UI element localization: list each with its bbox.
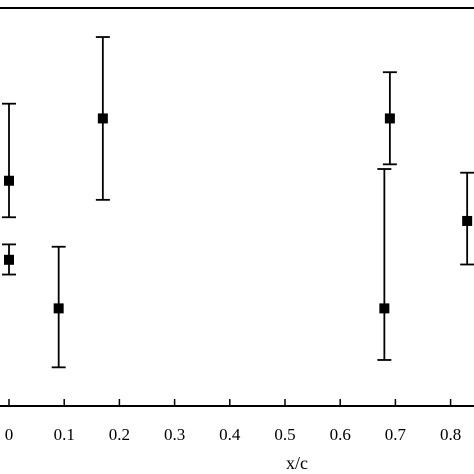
data-point	[382, 71, 397, 166]
x-tick-label: 0.2	[109, 425, 130, 444]
x-tick-label: 0.7	[385, 425, 407, 444]
data-point	[95, 36, 110, 201]
data-point	[51, 245, 66, 369]
x-axis: 0 0.1 0.2 0.3 0.4 0.5 0.6 0.7 0.8	[5, 399, 461, 444]
x-tick-label: 0.8	[440, 425, 461, 444]
data-series	[2, 36, 474, 369]
square-marker	[53, 303, 64, 314]
square-marker	[384, 113, 395, 124]
x-tick-label: 0.6	[330, 425, 351, 444]
x-tick-label: 0.5	[274, 425, 295, 444]
x-tick-label: 0	[5, 425, 14, 444]
data-point	[2, 243, 16, 276]
plot-border	[0, 7, 474, 407]
data-point	[2, 102, 16, 219]
x-tick-label: 0.3	[164, 425, 185, 444]
square-marker	[97, 113, 108, 124]
x-axis-label: x/c	[286, 453, 308, 473]
data-point	[460, 171, 474, 266]
data-point	[377, 168, 392, 361]
square-marker	[4, 254, 14, 265]
plot-frame	[0, 7, 474, 407]
square-marker	[4, 175, 14, 186]
x-tick-label: 0.4	[219, 425, 241, 444]
square-marker	[379, 303, 390, 314]
x-tick-label: 0.1	[54, 425, 75, 444]
square-marker	[462, 215, 473, 226]
